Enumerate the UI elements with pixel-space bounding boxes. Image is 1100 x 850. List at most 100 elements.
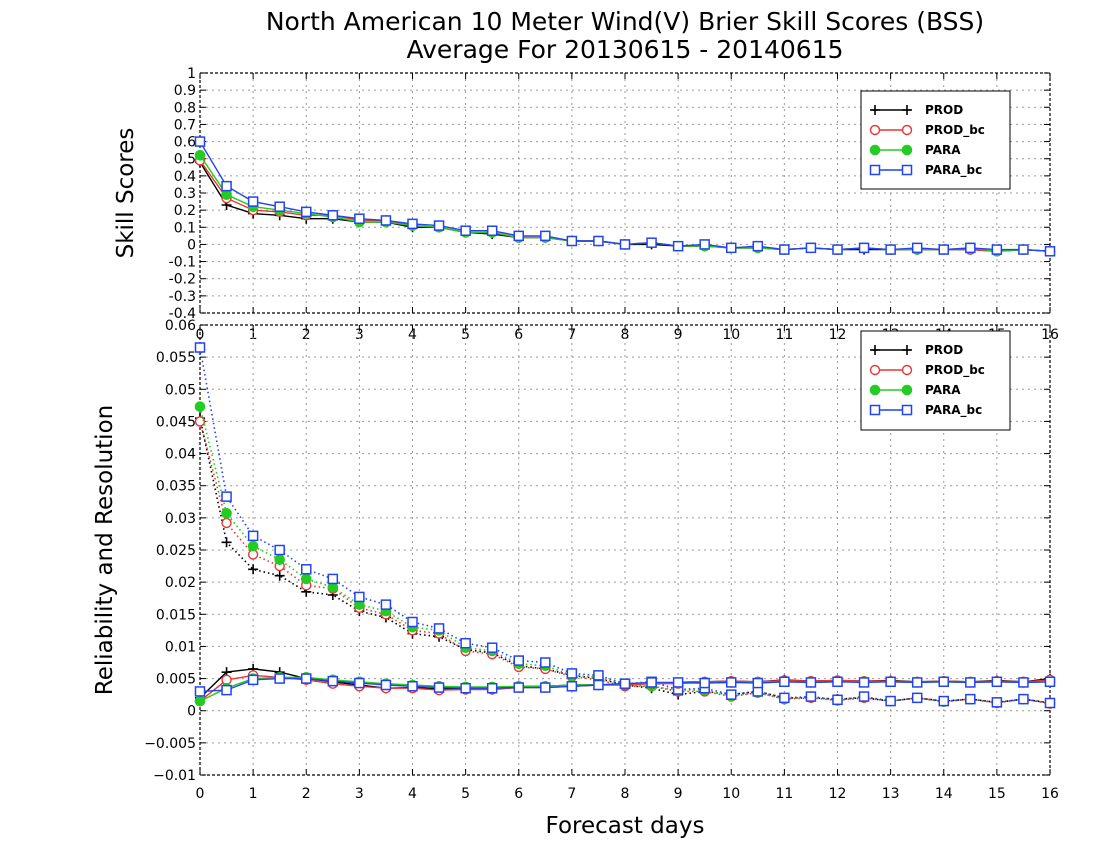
- data-point: [805, 242, 817, 254]
- data-point: [1018, 677, 1029, 688]
- data-point: [991, 697, 1003, 708]
- y-tick-label: 0.01: [165, 639, 196, 655]
- legend-label: PARA: [925, 383, 961, 397]
- data-point: [247, 196, 259, 207]
- x-tick-label: 2: [302, 327, 311, 343]
- data-point: [194, 401, 206, 412]
- data-point: [354, 591, 365, 603]
- data-point: [646, 677, 657, 688]
- y-tick-label: 0.025: [156, 543, 196, 559]
- data-point: [911, 677, 923, 688]
- data-point: [858, 677, 870, 688]
- legend-marker: [869, 364, 881, 376]
- y-tick-label: 0: [187, 237, 196, 253]
- y-tick-label: -0.3: [169, 289, 196, 305]
- data-point: [1018, 693, 1029, 705]
- data-point: [726, 689, 737, 700]
- data-point: [832, 694, 843, 706]
- data-point: [433, 623, 445, 634]
- x-tick-label: 5: [461, 327, 470, 343]
- data-point: [672, 240, 684, 252]
- legend: PROD PROD_bc PARA PARA_bc: [860, 330, 1011, 431]
- data-point: [1044, 676, 1056, 688]
- data-point: [965, 677, 976, 688]
- data-point: [460, 225, 471, 236]
- x-tick-label: 7: [567, 327, 576, 343]
- data-point: [247, 540, 259, 552]
- series-PARA_bc-solid: [194, 673, 1056, 697]
- data-point: [1018, 244, 1029, 255]
- y-tick-label: 0.7: [174, 117, 196, 133]
- data-point: [938, 695, 949, 707]
- data-point: [460, 637, 471, 649]
- data-point: [407, 681, 418, 692]
- data-point: [1044, 246, 1056, 257]
- legend-marker: [870, 345, 880, 355]
- axes: 0 1 2 3 4 5 6 7 8 9 10 11 12 13 14 15 16−0.01−0.00500.00…: [144, 318, 1059, 802]
- data-point: [911, 242, 923, 254]
- data-point: [779, 692, 790, 704]
- y-tick-label: 0.03: [165, 511, 196, 527]
- skill-scores-panel: 012345678910111213141516-0.4-0.3-0.2-0.1…: [113, 66, 1059, 343]
- x-tick-label: 9: [674, 327, 683, 343]
- data-point: [646, 237, 657, 248]
- data-point: [726, 242, 737, 254]
- y-tick-label: 0.005: [156, 672, 196, 688]
- y-tick-label: -0.4: [169, 306, 196, 322]
- data-point: [805, 691, 817, 702]
- y-tick-label: 0.3: [174, 186, 196, 202]
- data-point: [540, 230, 551, 242]
- data-point: [327, 573, 339, 585]
- legend-box: [860, 90, 1011, 190]
- y-tick-label: 0.015: [156, 607, 196, 623]
- y-tick-label: 0.055: [156, 350, 196, 366]
- x-tick-label: 11: [775, 327, 793, 343]
- y-tick-label: 0.6: [174, 135, 196, 151]
- chart-subtitle: Average For 20130615 - 20140615: [406, 35, 843, 64]
- x-tick-label: 12: [829, 327, 847, 343]
- x-tick-label: 10: [722, 327, 740, 343]
- data-point: [194, 136, 206, 147]
- data-point: [327, 210, 339, 221]
- x-tick-label: 6: [514, 786, 523, 802]
- x-tick-label: 3: [355, 786, 364, 802]
- data-point: [221, 180, 232, 192]
- y-tick-label: 0.02: [165, 575, 196, 591]
- x-tick-label: 8: [621, 786, 630, 802]
- x-tick-label: 1: [249, 786, 258, 802]
- chart-title: North American 10 Meter Wind(V) Brier Sk…: [266, 7, 984, 36]
- x-tick-label: 14: [935, 786, 953, 802]
- x-tick-label: 0: [196, 786, 205, 802]
- legend-label: PROD_bc: [925, 123, 985, 138]
- x-tick-label: 6: [514, 327, 523, 343]
- legend-entry-PARA_bc: PARA_bc: [869, 163, 982, 178]
- legend-marker: [870, 105, 880, 115]
- data-point: [327, 675, 339, 687]
- reliability-resolution-panel: 0 1 2 3 4 5 6 7 8 9 10 11 12 13 14 15 16−0.01−0.00500.00…: [92, 318, 1059, 839]
- legend-marker: [901, 144, 913, 156]
- data-point: [380, 679, 392, 691]
- legend-entry-PARA: PARA: [869, 383, 961, 397]
- y-tick-label: 0.045: [156, 414, 196, 430]
- data-point: [460, 682, 471, 694]
- data-point: [540, 657, 551, 668]
- legend-label: PROD: [925, 103, 963, 117]
- data-point: [885, 244, 896, 255]
- series-line: [199, 406, 1051, 704]
- y-tick-label: 0: [187, 704, 196, 720]
- series-PARA_bc-solid: [194, 136, 1056, 257]
- y-tick-label: 0.4: [174, 169, 196, 185]
- data-point: [513, 682, 524, 693]
- data-point: [486, 642, 498, 653]
- data-point: [354, 677, 365, 689]
- data-point: [247, 674, 259, 686]
- legend-marker: [901, 404, 913, 416]
- data-point: [380, 215, 392, 226]
- data-point: [540, 682, 551, 693]
- x-tick-label: 1: [249, 327, 258, 343]
- legend-marker: [869, 144, 881, 156]
- data-point: [300, 573, 312, 585]
- x-tick-label: 4: [408, 786, 417, 802]
- data-point: [274, 554, 285, 565]
